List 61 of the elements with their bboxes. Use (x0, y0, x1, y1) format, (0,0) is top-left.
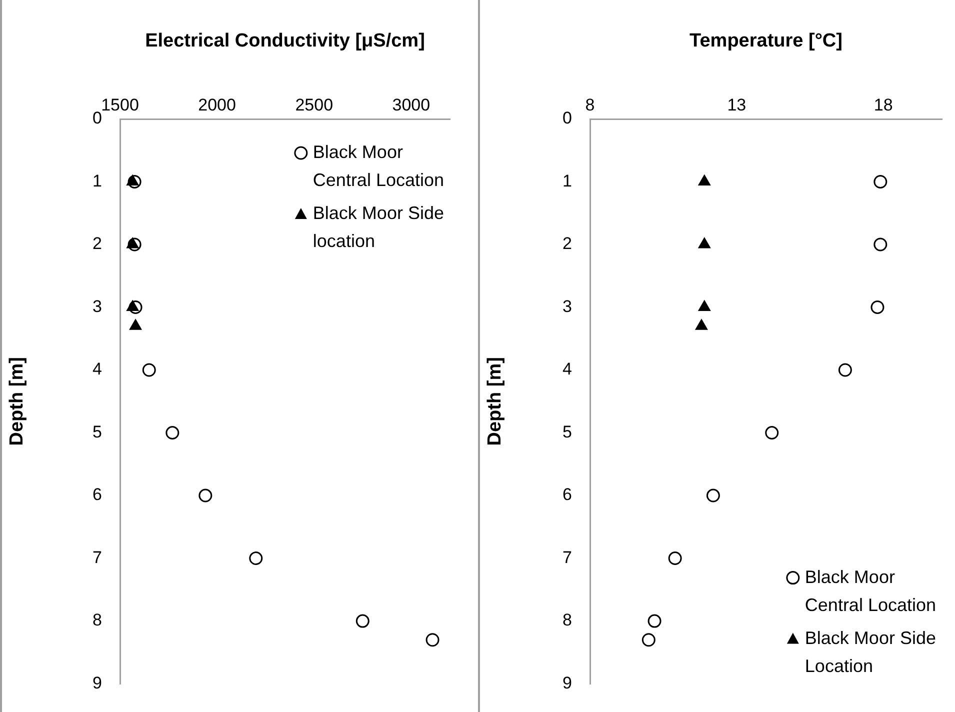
y-tick-label: 9 (92, 673, 102, 692)
point (198, 488, 212, 502)
point (838, 363, 852, 377)
point (874, 238, 888, 252)
x-tick-label: 1500 (101, 95, 139, 114)
point (698, 238, 710, 248)
point (126, 175, 139, 186)
y-tick-label: 6 (562, 485, 572, 504)
point (696, 319, 708, 330)
point (668, 552, 682, 566)
point (130, 319, 142, 330)
x-tick-label: 2500 (295, 95, 334, 114)
x-tick-label: 18 (874, 95, 893, 114)
y-axis-title: Depth [m] (484, 357, 506, 446)
legend-label: Black Moor Central Location (804, 566, 936, 615)
point (249, 552, 263, 566)
y-tick-label: 7 (92, 548, 102, 567)
x-tick-label: 8 (585, 95, 595, 114)
point (698, 300, 710, 312)
y-tick-label: 2 (92, 234, 102, 254)
y-tick-label: 3 (92, 296, 102, 316)
y-tick-label: 1 (562, 171, 572, 190)
legend-label: Black Moor Central Location (312, 142, 444, 190)
x-tick-label: 13 (727, 95, 746, 114)
point (706, 488, 720, 502)
point (765, 426, 779, 440)
x-axis-title: Electrical Conductivity [μS/cm] (145, 30, 425, 52)
point (142, 363, 156, 377)
x-tick-label: 3000 (392, 95, 430, 114)
point (642, 633, 656, 647)
x-tick-label: 2000 (198, 95, 236, 114)
y-tick-label: 0 (92, 108, 102, 128)
point (128, 238, 142, 252)
y-tick-label: 5 (562, 422, 572, 442)
y-tick-label: 1 (92, 171, 102, 190)
legend-label: Black Moor Side location (312, 202, 444, 251)
x-axis-title: Temperature [°C] (690, 30, 842, 52)
y-tick-label: 9 (562, 673, 572, 692)
point (126, 238, 139, 248)
y-tick-label: 3 (562, 296, 572, 316)
y-tick-label: 7 (562, 548, 572, 567)
y-axis-title: Depth [m] (6, 357, 28, 446)
point (128, 175, 142, 189)
point (356, 614, 370, 628)
y-tick-label: 6 (92, 485, 102, 504)
y-tick-label: 5 (92, 422, 102, 442)
point (128, 300, 142, 314)
y-tick-label: 2 (562, 234, 572, 254)
y-tick-label: 0 (562, 108, 572, 128)
point (426, 633, 440, 647)
y-tick-label: 8 (92, 610, 102, 630)
point (648, 614, 662, 628)
y-tick-label: 8 (562, 610, 572, 630)
y-tick-label: 4 (562, 360, 572, 379)
point (126, 300, 139, 312)
point (870, 300, 884, 314)
point (698, 175, 710, 186)
y-tick-label: 4 (92, 360, 102, 379)
point (874, 175, 888, 189)
point (166, 426, 180, 440)
legend-label: Black Moor Side Location (804, 628, 936, 676)
